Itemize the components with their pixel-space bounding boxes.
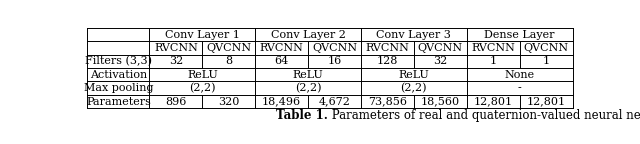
Text: Activation: Activation <box>90 70 147 80</box>
Text: Conv Layer 2: Conv Layer 2 <box>271 30 346 39</box>
Text: 16: 16 <box>328 56 342 66</box>
Text: RVCNN: RVCNN <box>260 43 303 53</box>
Text: 320: 320 <box>218 96 239 107</box>
Text: (2,2): (2,2) <box>401 83 427 93</box>
Text: 8: 8 <box>225 56 232 66</box>
Text: 18,496: 18,496 <box>262 96 301 107</box>
Text: QVCNN: QVCNN <box>312 43 357 53</box>
Text: 64: 64 <box>275 56 289 66</box>
Text: QVCNN: QVCNN <box>418 43 463 53</box>
Text: 12,801: 12,801 <box>474 96 513 107</box>
Text: Filters (3,3): Filters (3,3) <box>85 56 152 67</box>
Text: Table 1.: Table 1. <box>276 109 328 122</box>
Text: ReLU: ReLU <box>399 70 429 80</box>
Text: RVCNN: RVCNN <box>365 43 410 53</box>
Text: ReLU: ReLU <box>292 70 323 80</box>
Text: Conv Layer 3: Conv Layer 3 <box>376 30 451 39</box>
Text: Parameters: Parameters <box>86 96 151 107</box>
Text: 1: 1 <box>490 56 497 66</box>
Text: QVCNN: QVCNN <box>206 43 252 53</box>
Text: Max pooling: Max pooling <box>84 83 153 93</box>
Text: 1: 1 <box>543 56 550 66</box>
Text: Dense Layer: Dense Layer <box>484 30 555 39</box>
Text: 896: 896 <box>165 96 187 107</box>
Text: Parameters of real and quaternion-valued neural networks: Parameters of real and quaternion-valued… <box>328 109 640 122</box>
Text: Conv Layer 1: Conv Layer 1 <box>165 30 240 39</box>
Text: 128: 128 <box>377 56 398 66</box>
Text: 73,856: 73,856 <box>368 96 407 107</box>
Text: None: None <box>504 70 534 80</box>
Text: RVCNN: RVCNN <box>154 43 198 53</box>
Text: 32: 32 <box>169 56 183 66</box>
Text: QVCNN: QVCNN <box>524 43 569 53</box>
Text: 4,672: 4,672 <box>319 96 351 107</box>
Text: 32: 32 <box>433 56 447 66</box>
Text: (2,2): (2,2) <box>189 83 216 93</box>
Text: ReLU: ReLU <box>187 70 218 80</box>
Text: (2,2): (2,2) <box>295 83 321 93</box>
Text: 12,801: 12,801 <box>527 96 566 107</box>
Text: -: - <box>518 83 522 93</box>
Text: 18,560: 18,560 <box>420 96 460 107</box>
Text: RVCNN: RVCNN <box>471 43 515 53</box>
